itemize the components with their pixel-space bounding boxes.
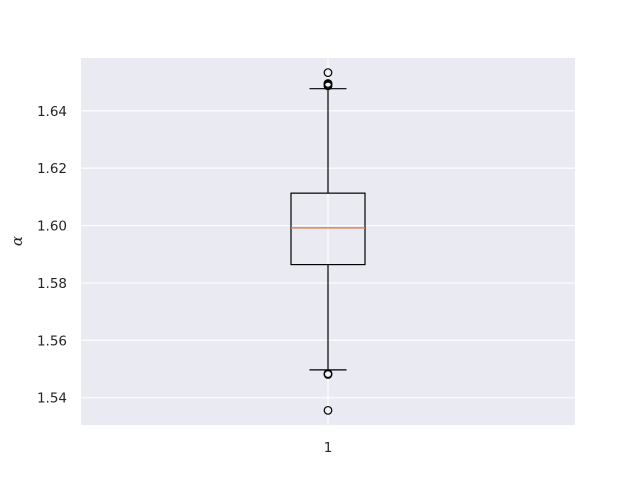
y-tick-label: 1.58 <box>37 276 67 292</box>
outlier-point <box>323 68 333 78</box>
y-tick-label: 1.56 <box>37 333 67 349</box>
y-tick-label: 1.64 <box>37 104 67 120</box>
x-axis-ticks: 1 <box>324 440 333 456</box>
interquartile-box <box>290 192 366 266</box>
outlier-point <box>323 369 333 379</box>
x-tick-label: 1 <box>324 440 333 456</box>
y-axis-title: α <box>8 236 26 246</box>
y-tick-label: 1.62 <box>37 161 67 177</box>
outlier-point <box>323 79 333 88</box>
box-series <box>290 68 366 415</box>
y-axis-ticks: 1.54 1.56 1.58 1.60 1.62 1.64 <box>37 104 67 407</box>
y-tick-label: 1.54 <box>37 391 67 407</box>
outlier-point <box>323 405 333 415</box>
y-tick-label: 1.60 <box>37 219 67 235</box>
